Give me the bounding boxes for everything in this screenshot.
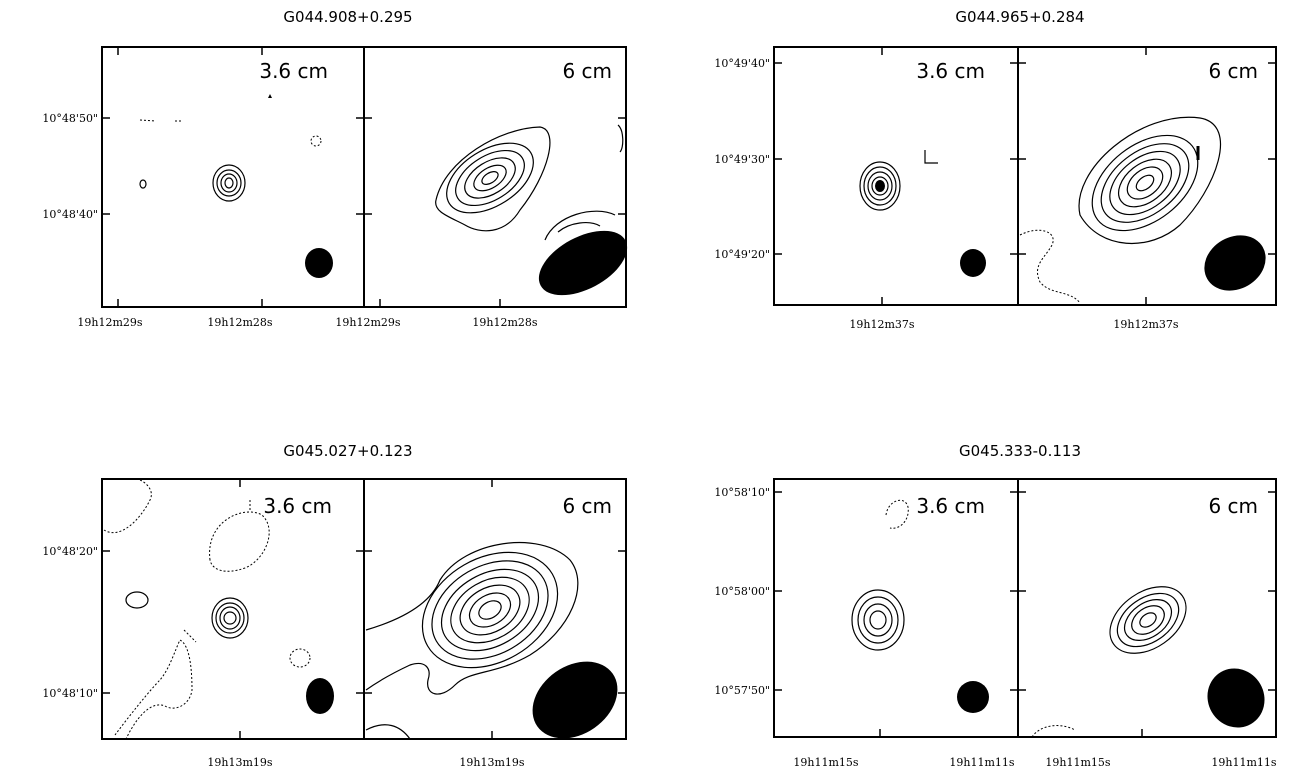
- left-contours: [103, 479, 311, 740]
- right-band-label: 6 cm: [562, 59, 612, 83]
- figure-title: G044.965+0.284: [955, 8, 1084, 26]
- axis-ticks: [774, 491, 1276, 737]
- beam-ellipse: [1204, 235, 1266, 291]
- axis-ticks: [774, 47, 1276, 305]
- right-contours: [435, 124, 624, 241]
- dec-tick-label: 10°48'20": [42, 545, 98, 558]
- beam-ellipse: [305, 248, 333, 278]
- beam-ellipse: [957, 681, 989, 713]
- figure-g045-333: G045.333-0.113 3.6 cm 6 cm 10°58'10" 10°…: [714, 442, 1277, 769]
- dec-tick-label: 10°58'00": [714, 585, 770, 598]
- ra-tick-label: 19h11m15s: [1045, 756, 1111, 769]
- figure-g044-908: G044.908+0.295 3.6 cm 6 cm 10°48'50" 10°…: [42, 8, 628, 329]
- ra-tick-label: 19h13m19s: [207, 756, 273, 769]
- right-contours: [1031, 586, 1187, 738]
- right-panel-frame: [363, 478, 627, 740]
- figure-title: G045.027+0.123: [283, 442, 412, 460]
- dec-tick-label: 10°49'30": [714, 153, 770, 166]
- left-contours: [859, 150, 938, 211]
- ra-tick-label: 19h12m29s: [335, 316, 401, 329]
- ra-tick-label: 19h11m15s: [793, 756, 859, 769]
- axis-ticks: [102, 47, 626, 307]
- left-band-label: 3.6 cm: [916, 494, 985, 518]
- right-band-label: 6 cm: [1208, 494, 1258, 518]
- dec-tick-label: 10°49'40": [714, 57, 770, 70]
- ra-tick-label: 19h11m11s: [949, 756, 1015, 769]
- right-contours: [365, 541, 579, 740]
- dec-tick-label: 10°49'20": [714, 248, 770, 261]
- beam-ellipse: [960, 249, 986, 277]
- ra-tick-label: 19h11m11s: [1211, 756, 1277, 769]
- ra-tick-label: 19h12m37s: [1113, 318, 1179, 331]
- dec-tick-label: 10°48'40": [42, 208, 98, 221]
- figure-g045-027: G045.027+0.123 3.6 cm 6 cm 10°48'20" 10°…: [42, 442, 627, 769]
- beam-ellipse: [306, 678, 334, 714]
- right-panel-frame: [1017, 478, 1277, 738]
- figure-g044-965: G044.965+0.284 3.6 cm 6 cm 10°49'40" 10°…: [714, 8, 1277, 331]
- ra-tick-label: 19h13m19s: [459, 756, 525, 769]
- right-band-label: 6 cm: [562, 494, 612, 518]
- ra-tick-label: 19h12m28s: [472, 316, 538, 329]
- right-panel-frame: [363, 46, 627, 308]
- left-band-label: 3.6 cm: [916, 59, 985, 83]
- beam-ellipse: [538, 230, 628, 296]
- ra-tick-label: 19h12m37s: [849, 318, 915, 331]
- ra-tick-label: 19h12m29s: [77, 316, 143, 329]
- right-contours: [1019, 116, 1222, 304]
- dec-tick-label: 10°48'10": [42, 687, 98, 700]
- right-panel-frame: [1017, 46, 1277, 306]
- beam-ellipse: [532, 661, 618, 739]
- ra-tick-label: 19h12m28s: [207, 316, 273, 329]
- left-contours: [851, 499, 909, 651]
- dec-tick-label: 10°57'50": [714, 684, 770, 697]
- beam-ellipse: [1207, 668, 1265, 728]
- left-band-label: 3.6 cm: [263, 494, 332, 518]
- right-band-label: 6 cm: [1208, 59, 1258, 83]
- dec-tick-label: 10°58'10": [714, 486, 770, 499]
- dec-tick-label: 10°48'50": [42, 112, 98, 125]
- figure-title: G045.333-0.113: [959, 442, 1081, 460]
- left-contours: [139, 94, 322, 202]
- axis-ticks: [102, 479, 626, 739]
- figure-title: G044.908+0.295: [283, 8, 412, 26]
- left-band-label: 3.6 cm: [259, 59, 328, 83]
